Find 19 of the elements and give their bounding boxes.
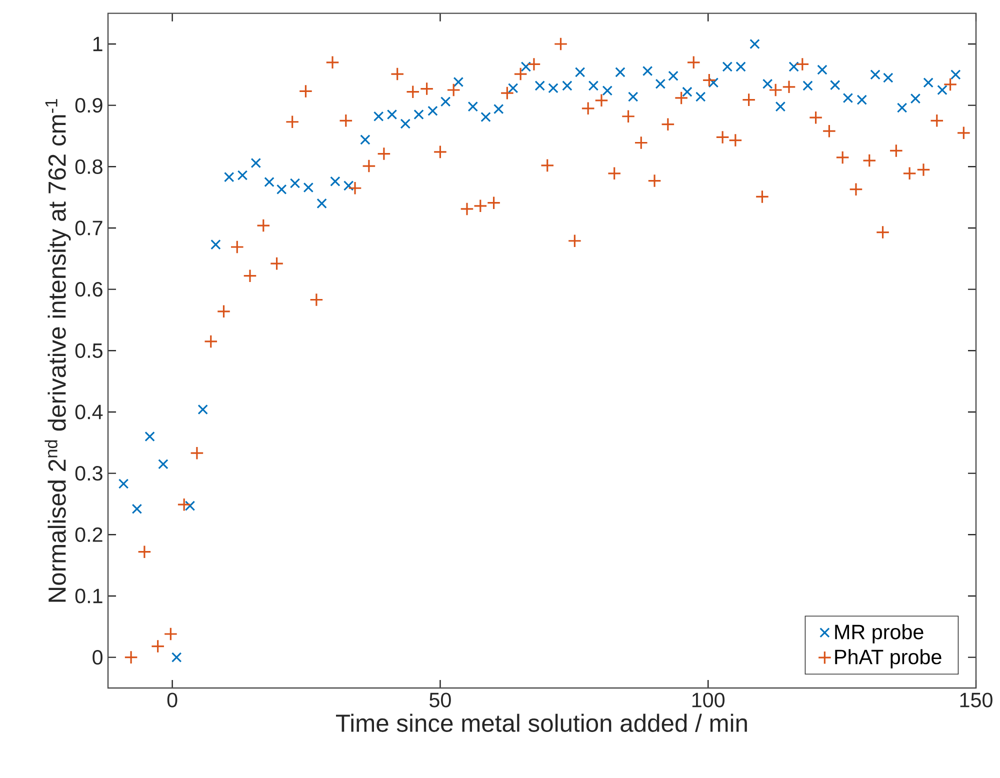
y-tick-label: 0 [92,650,102,665]
x-axis-title: Time since metal solution added / min [336,714,747,732]
y-tick-label: 0.5 [75,343,102,358]
y-tick-label: 1 [93,36,102,52]
y-tick-label: 0.4 [75,404,103,420]
x-tick-label: 0 [167,692,178,708]
x-tick-label: 50 [430,692,451,708]
legend-label: MR probe [835,624,924,644]
y-tick-label: 0.9 [75,98,102,113]
y-tick-label: 0.7 [75,220,102,236]
y-tick-label: 0.1 [75,588,102,604]
y-tick-label: 0.2 [75,527,102,542]
x-tick-label: 100 [692,692,725,708]
y-tick-label: 0.6 [75,282,102,297]
y-axis-title: Normalised 2$^{nd}$ derivative intensity at 762 cm$^{-1}$ [44,99,71,602]
y-tick-label: 0.3 [75,466,102,481]
x-tick-label: 150 [960,692,992,708]
y-tick-label: 0.8 [75,159,102,174]
legend-label: PhAT probe [835,649,942,668]
